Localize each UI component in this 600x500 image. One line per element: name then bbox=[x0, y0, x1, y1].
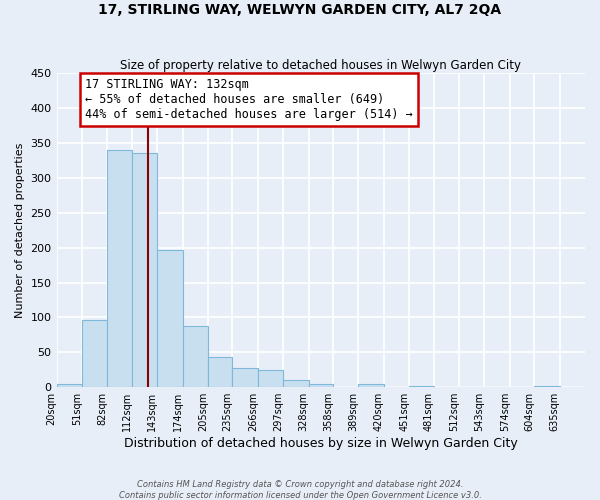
Bar bbox=[132, 154, 157, 387]
Bar bbox=[232, 368, 258, 387]
Bar bbox=[409, 386, 434, 387]
Text: 17, STIRLING WAY, WELWYN GARDEN CITY, AL7 2QA: 17, STIRLING WAY, WELWYN GARDEN CITY, AL… bbox=[98, 2, 502, 16]
Y-axis label: Number of detached properties: Number of detached properties bbox=[15, 142, 25, 318]
Title: Size of property relative to detached houses in Welwyn Garden City: Size of property relative to detached ho… bbox=[120, 59, 521, 72]
X-axis label: Distribution of detached houses by size in Welwyn Garden City: Distribution of detached houses by size … bbox=[124, 437, 518, 450]
Bar bbox=[308, 384, 333, 387]
Bar bbox=[56, 384, 82, 387]
Bar bbox=[283, 380, 308, 387]
Bar bbox=[258, 370, 283, 387]
Text: Contains HM Land Registry data © Crown copyright and database right 2024.
Contai: Contains HM Land Registry data © Crown c… bbox=[119, 480, 481, 500]
Bar bbox=[82, 320, 107, 387]
Bar bbox=[107, 150, 132, 387]
Bar bbox=[358, 384, 384, 387]
Text: 17 STIRLING WAY: 132sqm
← 55% of detached houses are smaller (649)
44% of semi-d: 17 STIRLING WAY: 132sqm ← 55% of detache… bbox=[85, 78, 413, 121]
Bar bbox=[157, 250, 182, 387]
Bar bbox=[208, 357, 232, 387]
Bar bbox=[182, 326, 208, 387]
Bar bbox=[534, 386, 560, 387]
